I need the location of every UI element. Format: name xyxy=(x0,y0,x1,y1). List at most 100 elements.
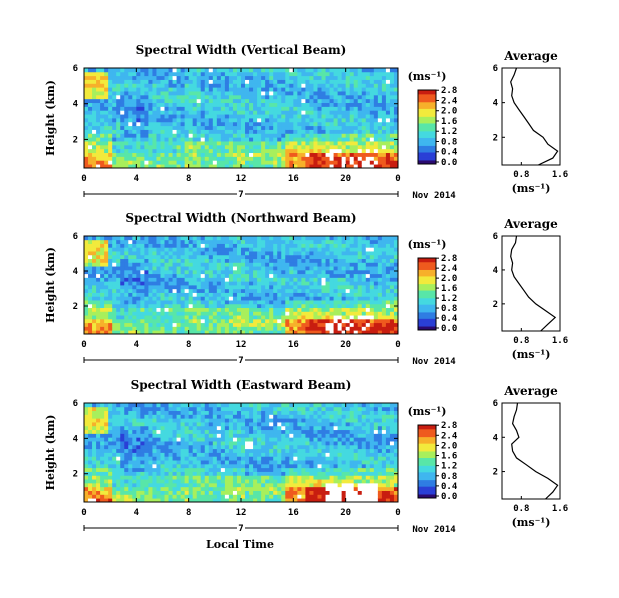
heatmap-cell xyxy=(140,414,145,419)
heatmap-cell xyxy=(220,251,226,256)
heatmap-cell xyxy=(96,110,101,115)
heatmap-cell xyxy=(261,137,266,142)
heatmap-cell xyxy=(325,262,330,267)
colorbar-segment xyxy=(418,269,436,272)
heatmap-cell xyxy=(245,296,250,301)
heatmap-cell xyxy=(188,102,194,107)
heatmap-cell xyxy=(144,121,149,127)
heatmap-cell xyxy=(164,94,169,100)
heatmap-cell xyxy=(108,463,113,469)
heatmap-cell xyxy=(164,118,169,123)
heatmap-cell xyxy=(172,87,177,92)
heatmap-cell xyxy=(220,277,226,282)
heatmap-cell xyxy=(349,300,355,305)
heatmap-cell xyxy=(180,71,186,77)
heatmap-cell xyxy=(253,129,258,134)
heatmap-cell xyxy=(176,114,182,119)
heatmap-cell xyxy=(257,79,262,84)
heatmap-cell xyxy=(357,251,363,256)
heatmap-cell xyxy=(92,79,97,84)
heatmap-cell xyxy=(341,129,347,134)
heatmap-cell xyxy=(241,300,246,305)
heatmap-cell xyxy=(152,296,157,301)
heatmap-cell xyxy=(273,106,278,111)
heatmap-cell xyxy=(216,273,222,278)
heatmap-cell xyxy=(168,91,173,96)
heatmap-cell xyxy=(112,330,117,335)
heatmap-cell xyxy=(136,403,141,408)
heatmap-cell xyxy=(249,300,254,305)
heatmap-cell xyxy=(168,490,173,495)
heatmap-cell xyxy=(365,266,371,271)
heatmap-cell xyxy=(389,307,395,312)
heatmap-cell xyxy=(253,71,258,77)
colorbar-segment xyxy=(418,140,436,142)
colorbar: 0.00.40.81.21.62.02.42.8 xyxy=(417,86,458,168)
heatmap-cell xyxy=(96,144,101,150)
heatmap-cell xyxy=(112,141,117,146)
heatmap-cell xyxy=(365,236,371,241)
heatmap-cell xyxy=(361,266,367,271)
heatmap-cell xyxy=(309,307,314,312)
heatmap-cell xyxy=(337,144,343,150)
heatmap-cell xyxy=(381,125,387,130)
heatmap-cell xyxy=(116,326,121,331)
heatmap-cell xyxy=(176,311,182,316)
heatmap-cell xyxy=(293,94,298,100)
heatmap-cell xyxy=(285,247,290,252)
heatmap-cell xyxy=(96,467,101,472)
heatmap-cell xyxy=(144,498,149,503)
heatmap-cell xyxy=(293,160,298,165)
heatmap-cell xyxy=(164,243,169,248)
heatmap-cell xyxy=(212,269,218,275)
heatmap-cell xyxy=(116,91,121,96)
heatmap-cell xyxy=(361,68,367,73)
heatmap-cell xyxy=(216,236,222,241)
heatmap-cell xyxy=(216,322,222,327)
heatmap-cell xyxy=(241,156,246,161)
heatmap-cell xyxy=(188,311,194,316)
heatmap-cell xyxy=(285,164,290,169)
heatmap-cell xyxy=(108,79,113,84)
heatmap-cell xyxy=(261,296,266,301)
heatmap-cell xyxy=(253,98,258,104)
heatmap-cell xyxy=(245,262,250,267)
heatmap-cell xyxy=(389,269,395,275)
heatmap-cell xyxy=(192,277,198,282)
heatmap-cell xyxy=(148,141,153,146)
heatmap-cell xyxy=(92,429,97,434)
heatmap-cell xyxy=(305,125,310,130)
heatmap-cell xyxy=(196,118,202,123)
heatmap-cell xyxy=(228,315,234,320)
heatmap-cell xyxy=(313,68,318,73)
heatmap-cell xyxy=(253,118,258,123)
heatmap-cell xyxy=(241,281,246,286)
colorbar-tick-label: 2.0 xyxy=(441,107,457,117)
heatmap-cell xyxy=(172,133,177,138)
heatmap-cell xyxy=(180,87,186,92)
heatmap-cell xyxy=(349,243,355,248)
heatmap-cell xyxy=(144,448,149,453)
heatmap-cell xyxy=(341,288,347,293)
heatmap-cell xyxy=(100,266,105,271)
heatmap-cell xyxy=(84,266,89,271)
heatmap-cell xyxy=(289,326,294,331)
heatmap-cell xyxy=(204,79,210,84)
heatmap-cell xyxy=(204,144,210,150)
heatmap-cell xyxy=(216,311,222,316)
heatmap-cell xyxy=(249,106,254,111)
heatmap-cell xyxy=(172,414,177,419)
heatmap-cell xyxy=(180,121,186,127)
heatmap-cell xyxy=(337,129,343,134)
heatmap-cell xyxy=(369,281,375,286)
heatmap-cell xyxy=(349,68,355,73)
heatmap-cell xyxy=(321,296,326,301)
heatmap-cell xyxy=(241,141,246,146)
heatmap-cell xyxy=(144,292,149,297)
heatmap-cell xyxy=(317,160,322,165)
heatmap-cell xyxy=(297,75,302,80)
heatmap-cell xyxy=(176,68,182,73)
heatmap-cell xyxy=(116,141,121,146)
heatmap-cell xyxy=(269,318,274,324)
